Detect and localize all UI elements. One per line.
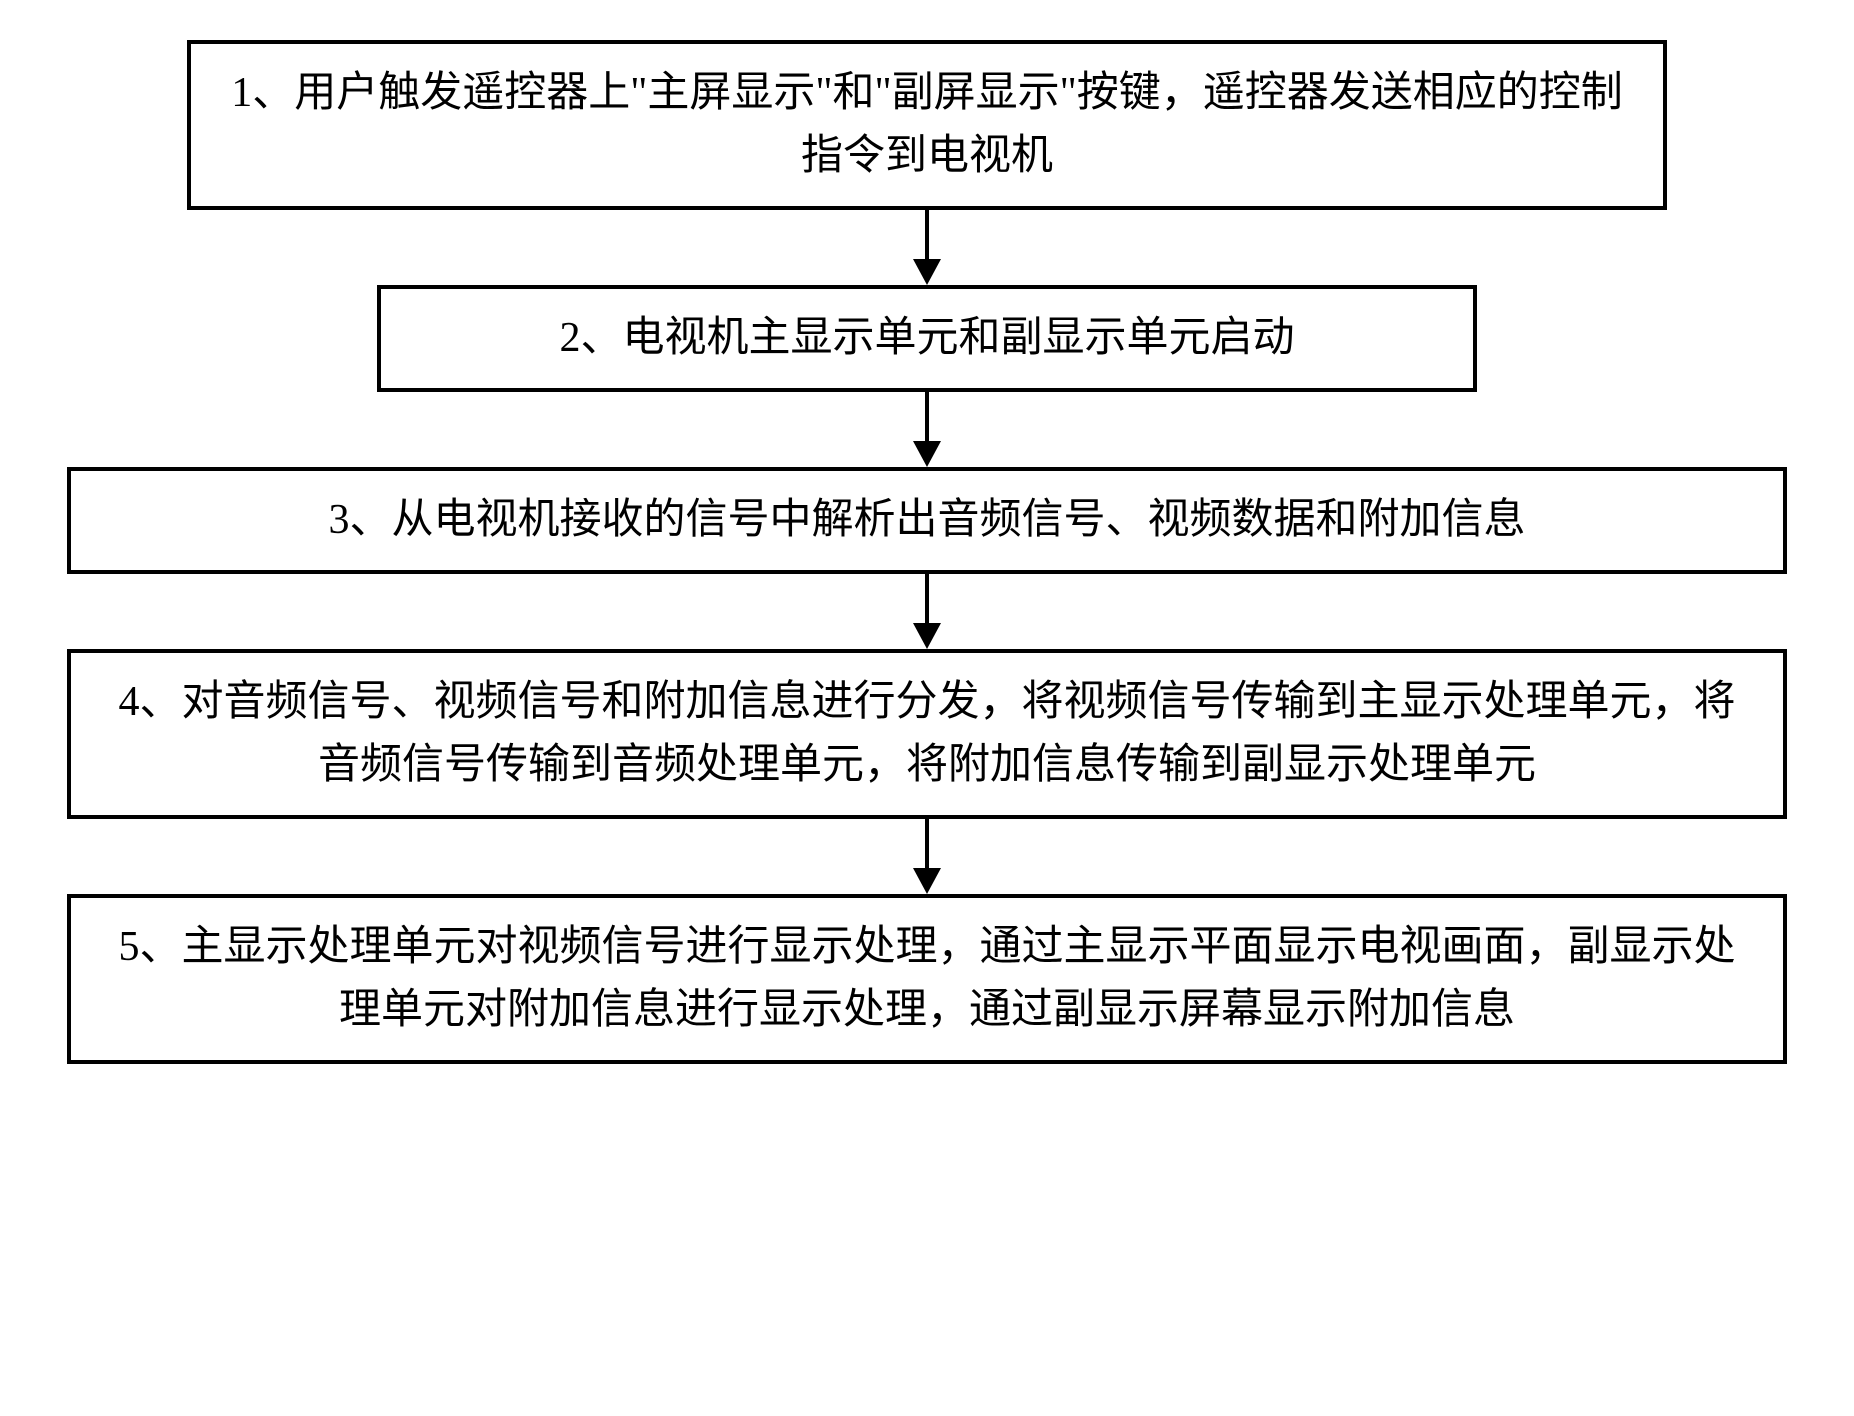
- arrow-line: [925, 210, 929, 259]
- flowchart-step-4: 4、对音频信号、视频信号和附加信息进行分发，将视频信号传输到主显示处理单元，将音…: [67, 649, 1787, 819]
- arrow-head-icon: [913, 868, 941, 894]
- flowchart-container: 1、用户触发遥控器上"主屏显示"和"副屏显示"按键，遥控器发送相应的控制指令到电…: [60, 40, 1794, 1064]
- arrow-3-to-4: [913, 574, 941, 649]
- flowchart-step-5: 5、主显示处理单元对视频信号进行显示处理，通过主显示平面显示电视画面，副显示处理…: [67, 894, 1787, 1064]
- arrow-line: [925, 574, 929, 623]
- flowchart-step-3: 3、从电视机接收的信号中解析出音频信号、视频数据和附加信息: [67, 467, 1787, 574]
- arrow-line: [925, 819, 929, 868]
- arrow-4-to-5: [913, 819, 941, 894]
- arrow-1-to-2: [913, 210, 941, 285]
- arrow-head-icon: [913, 623, 941, 649]
- arrow-head-icon: [913, 259, 941, 285]
- arrow-head-icon: [913, 441, 941, 467]
- arrow-line: [925, 392, 929, 441]
- flowchart-step-2: 2、电视机主显示单元和副显示单元启动: [377, 285, 1477, 392]
- arrow-2-to-3: [913, 392, 941, 467]
- flowchart-step-1: 1、用户触发遥控器上"主屏显示"和"副屏显示"按键，遥控器发送相应的控制指令到电…: [187, 40, 1667, 210]
